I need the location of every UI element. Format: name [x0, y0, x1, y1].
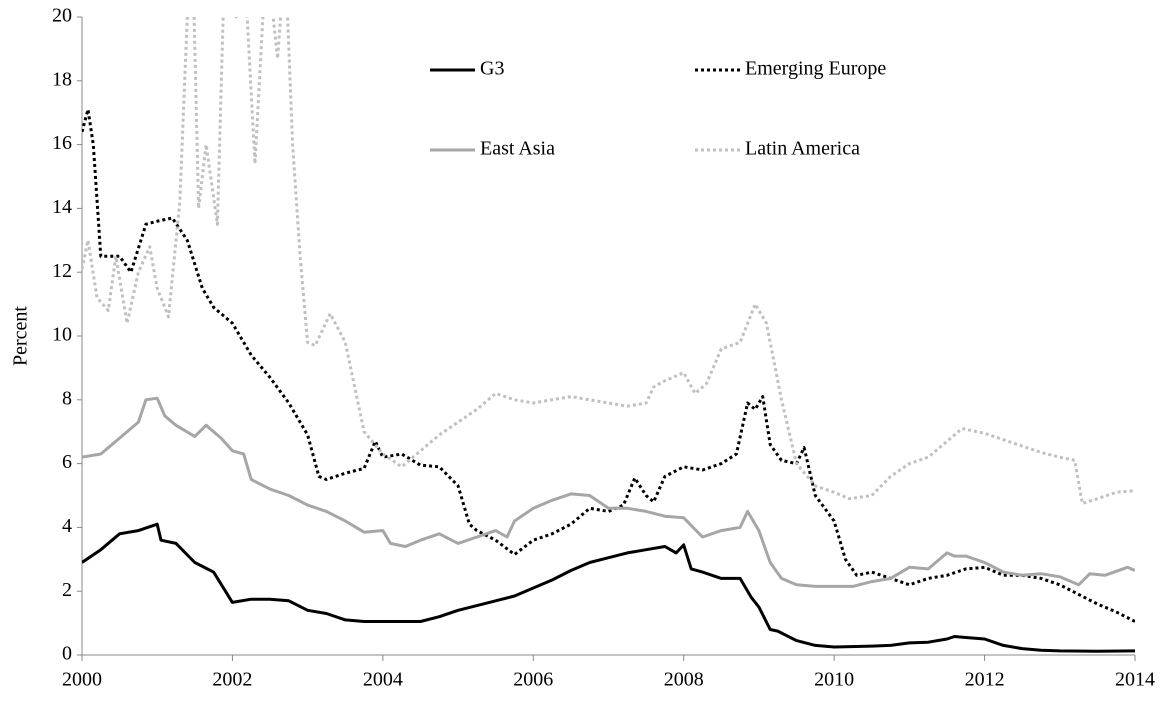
y-tick-label: 8 [62, 387, 72, 409]
x-tick-label: 2014 [1115, 669, 1155, 691]
x-tick-label: 2010 [814, 669, 854, 691]
legend-label: Emerging Europe [745, 58, 886, 80]
series-line [82, 17, 1135, 505]
y-tick-label: 0 [62, 643, 72, 665]
legend-label: East Asia [480, 138, 555, 160]
y-tick-label: 2 [62, 579, 72, 601]
y-tick-label: 14 [52, 196, 72, 218]
plot-area [82, 17, 1135, 653]
y-tick-label: 4 [62, 515, 72, 537]
x-tick-label: 2012 [965, 669, 1005, 691]
y-tick-label: 12 [52, 260, 72, 282]
series-line [82, 396, 1135, 588]
x-tick-label: 2002 [212, 669, 252, 691]
y-tick-label: 20 [52, 5, 72, 27]
y-tick-label: 18 [52, 68, 72, 90]
series-line [82, 108, 1135, 623]
y-tick-label: 10 [52, 324, 72, 346]
x-tick-label: 2006 [513, 669, 553, 691]
x-tick-label: 2008 [664, 669, 704, 691]
y-tick-label: 16 [52, 132, 72, 154]
series-line [82, 522, 1135, 653]
legend-label: Latin America [745, 138, 860, 160]
y-axis-label: Percent [10, 306, 32, 366]
x-tick-label: 2000 [62, 669, 102, 691]
x-tick-label: 2004 [363, 669, 403, 691]
legend-label: G3 [480, 58, 504, 80]
y-tick-label: 6 [62, 451, 72, 473]
